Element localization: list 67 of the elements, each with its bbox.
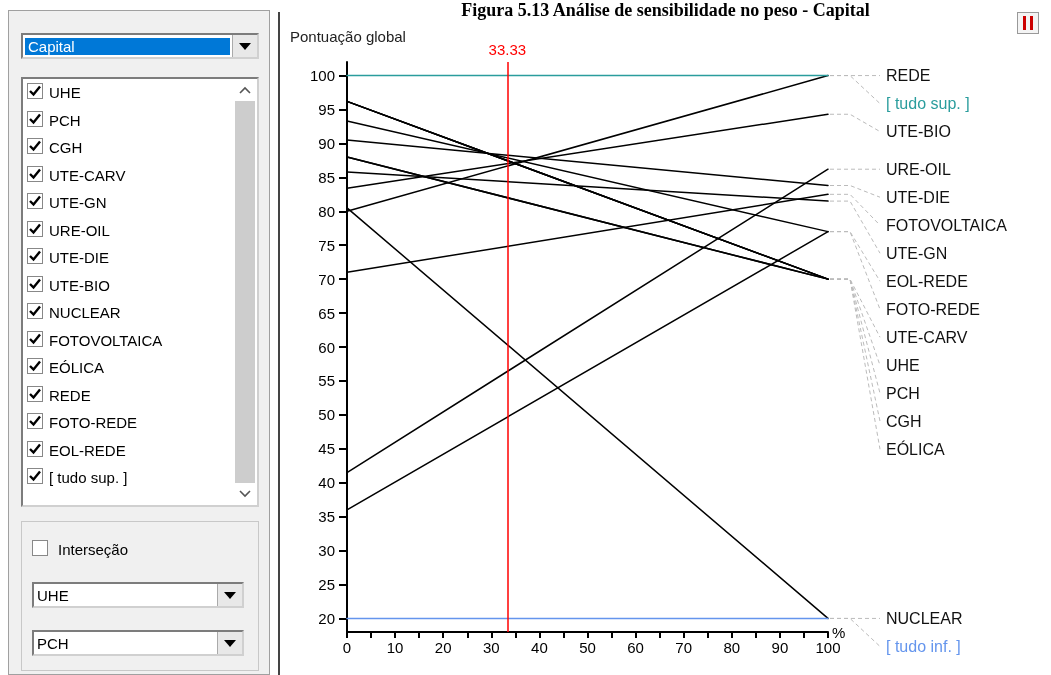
chart-title: Figura 5.13 Análise de sensibilidade no peso - Capital: [460, 0, 871, 20]
x-tick-label: 10: [386, 639, 404, 656]
y-tick-label: 30: [318, 542, 335, 560]
y-tick-label: 90: [318, 134, 335, 152]
y-tick-label: 65: [318, 304, 335, 322]
x-tick-label: 30: [482, 639, 500, 656]
text: EOL-REDE: [886, 272, 968, 290]
y-tick-label: 60: [318, 338, 335, 356]
x-tick-label: 40: [531, 639, 548, 656]
text: CGH: [886, 412, 922, 430]
text: UHE: [36, 586, 70, 604]
y-tick-label: 80: [318, 202, 335, 220]
x-tick-label: 50: [579, 639, 596, 656]
y-tick-label: 50: [318, 406, 335, 424]
text: UTE-DIE: [48, 248, 110, 269]
text: FOTO-REDE: [886, 300, 980, 318]
text: FOTO-REDE: [48, 413, 139, 434]
x-tick-label: 100: [815, 639, 841, 656]
text: [ tudo sup. ]: [48, 468, 129, 489]
text: NUCLEAR: [48, 303, 122, 324]
text: UTE-BIO: [886, 123, 951, 141]
ref-line-label: 33.33: [488, 41, 527, 58]
y-tick-label: 55: [318, 372, 335, 390]
x-axis-title: %: [832, 623, 846, 641]
text: UTE-GN: [48, 193, 108, 214]
text: PCH: [48, 110, 82, 131]
text: UHE: [886, 356, 920, 374]
text: Capital: [25, 37, 230, 55]
y-axis-title: Pontuação global: [290, 28, 406, 45]
text: UTE-DIE: [886, 188, 950, 206]
text: EÓLICA: [886, 439, 946, 458]
text: UTE-CARV: [886, 328, 968, 346]
x-tick-label: 90: [771, 639, 789, 656]
text: REDE: [48, 385, 92, 406]
y-tick-label: 70: [318, 270, 335, 288]
text: EOL-REDE: [48, 440, 127, 461]
text: REDE: [886, 67, 931, 85]
text: PCH: [886, 384, 920, 402]
x-tick-label: 20: [434, 639, 452, 656]
text: UTE-BIO: [48, 275, 111, 296]
text: UTE-GN: [886, 244, 948, 262]
text: URE-OIL: [48, 220, 111, 241]
text: UHE: [48, 83, 82, 104]
text: CGH: [48, 138, 84, 159]
y-tick-label: 25: [318, 576, 335, 593]
x-tick-label: 80: [723, 639, 741, 656]
y-tick-label: 45: [318, 440, 335, 458]
text: FOTOVOLTAICA: [48, 330, 164, 351]
y-tick-label: 85: [318, 168, 335, 186]
text: UTE-CARV: [48, 165, 127, 186]
x-tick-label: 60: [627, 639, 644, 656]
text: [ tudo inf. ]: [886, 637, 961, 655]
y-tick-label: 20: [318, 609, 335, 627]
text: URE-OIL: [886, 160, 951, 178]
y-tick-label: 40: [318, 474, 335, 492]
text: FOTOVOLTAICA: [886, 216, 1008, 234]
text: [ tudo sup. ]: [886, 95, 970, 113]
y-tick-label: 35: [318, 508, 335, 526]
x-tick-label: 70: [675, 639, 693, 656]
text: Interseção: [57, 540, 129, 559]
y-tick-label: 100: [309, 67, 335, 85]
text: EÓLICA: [48, 358, 106, 379]
x-tick-label: 0: [342, 639, 352, 656]
text: PCH: [36, 634, 70, 652]
y-tick-label: 75: [318, 236, 335, 254]
y-tick-label: 95: [318, 101, 335, 118]
text: NUCLEAR: [886, 609, 963, 627]
